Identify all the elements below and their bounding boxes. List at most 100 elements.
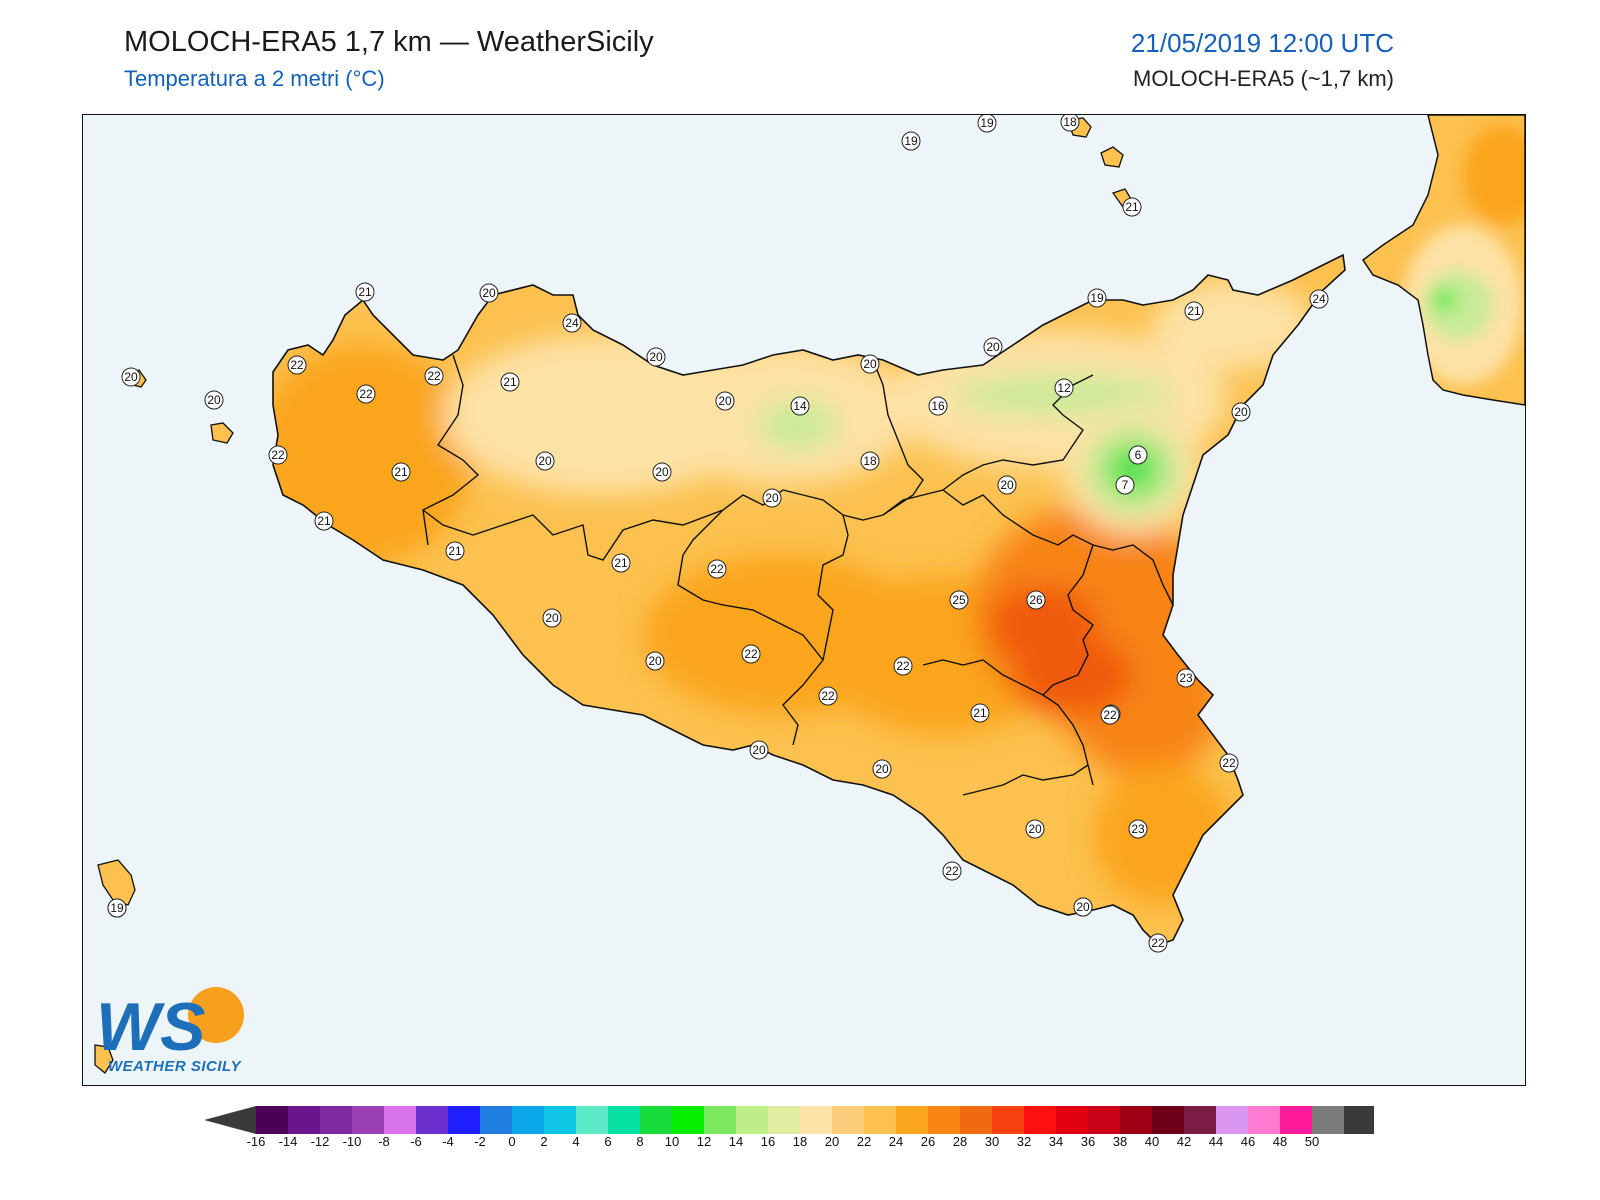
station-value: 22 [1222, 756, 1236, 770]
colorbar-tick-label: -2 [474, 1134, 486, 1146]
colorbar-tick-label: 0 [508, 1134, 515, 1146]
station-marker-circle [107, 898, 127, 918]
colorbar-bin [1024, 1106, 1056, 1134]
station-marker-circle [1025, 819, 1045, 839]
colorbar-tick-label: 2 [540, 1134, 547, 1146]
station-value: 23 [1179, 671, 1193, 685]
station-marker: 22 [424, 366, 444, 386]
station-marker-circle [1176, 668, 1196, 688]
station-value: 23 [1131, 822, 1145, 836]
station-marker: 21 [970, 703, 990, 723]
station-marker: 22 [268, 445, 288, 465]
station-value: 22 [821, 689, 835, 703]
colorbar-bin [1184, 1106, 1216, 1134]
station-marker-circle [1073, 897, 1093, 917]
station-marker: 20 [1025, 819, 1045, 839]
station-marker: 20 [749, 740, 769, 760]
station-marker-circle [424, 366, 444, 386]
station-marker-circle [983, 337, 1003, 357]
station-marker-circle [1054, 378, 1074, 398]
colorbar-tick-label: 24 [889, 1134, 903, 1146]
station-value: 19 [110, 901, 124, 915]
station-value: 20 [648, 654, 662, 668]
station-value: 20 [765, 491, 779, 505]
station-marker-circle [542, 608, 562, 628]
colorbar-tick-label: 50 [1305, 1134, 1319, 1146]
station-marker: 22 [893, 656, 913, 676]
colorbar-bin [1344, 1106, 1374, 1134]
station-marker-circle [645, 651, 665, 671]
station-marker-circle [1148, 933, 1168, 953]
colorbar-bin [1280, 1106, 1312, 1134]
station-marker: 20 [646, 347, 666, 367]
station-marker: 18 [1060, 115, 1080, 132]
model-label: MOLOCH-ERA5 (~1,7 km) [1133, 66, 1394, 91]
colorbar-tick-label: 44 [1209, 1134, 1223, 1146]
map-canvas: 19 19 18 21 21 20 24 19 21 24 20 20 22 22 22 20 21 20 20 14… [83, 115, 1525, 1085]
colorbar-bin [768, 1106, 800, 1134]
station-value: 21 [394, 465, 408, 479]
station-marker-circle [1100, 705, 1120, 725]
colorbar-tick-label: 34 [1049, 1134, 1063, 1146]
station-value: 20 [124, 370, 138, 384]
station-marker: 22 [1148, 933, 1168, 953]
station-value: 20 [207, 393, 221, 407]
temperature-map[interactable]: 19 19 18 21 21 20 24 19 21 24 20 20 22 22 22 20 21 20 20 14… [82, 114, 1526, 1086]
station-marker-circle [860, 451, 880, 471]
station-marker-circle [818, 686, 838, 706]
calabria-coastline [1361, 115, 1525, 406]
colorbar-tick-label: 14 [729, 1134, 743, 1146]
station-marker: 23 [1176, 668, 1196, 688]
colorbar-bin [1312, 1106, 1344, 1134]
station-marker-circle [562, 313, 582, 333]
station-marker: 21 [445, 541, 465, 561]
station-marker-circle [901, 131, 921, 151]
station-value: 25 [952, 593, 966, 607]
station-marker: 21 [314, 511, 334, 531]
station-marker-circle [1128, 445, 1148, 465]
station-marker-circle [391, 462, 411, 482]
station-marker: 24 [562, 313, 582, 333]
station-marker-circle [355, 282, 375, 302]
station-markers: 19 19 18 21 21 20 24 19 21 24 20 20 22 22 22 20 21 20 20 14… [107, 115, 1329, 953]
station-marker: 6 [1128, 445, 1148, 465]
station-marker: 25 [949, 590, 969, 610]
colorbar-bin [1056, 1106, 1088, 1134]
station-marker: 22 [707, 559, 727, 579]
colorbar-bin [1248, 1106, 1280, 1134]
station-marker-circle [611, 553, 631, 573]
station-marker-circle [997, 475, 1017, 495]
station-value: 22 [945, 864, 959, 878]
station-value: 21 [1187, 304, 1201, 318]
colorbar-tick-label: -8 [378, 1134, 390, 1146]
station-value: 22 [896, 659, 910, 673]
station-value: 7 [1122, 478, 1129, 492]
station-value: 20 [986, 340, 1000, 354]
station-value: 22 [710, 562, 724, 576]
station-value: 26 [1029, 593, 1043, 607]
station-marker: 20 [1073, 897, 1093, 917]
station-marker: 16 [928, 396, 948, 416]
station-value: 24 [1312, 292, 1326, 306]
station-marker-circle [356, 384, 376, 404]
colorbar-bin [1088, 1106, 1120, 1134]
colorbar-tick-label: 4 [572, 1134, 579, 1146]
station-value: 22 [359, 387, 373, 401]
colorbar-tick-label: 38 [1113, 1134, 1127, 1146]
station-marker: 20 [762, 488, 782, 508]
colorbar-tick-label: 16 [761, 1134, 775, 1146]
station-value: 18 [1063, 115, 1077, 129]
colorbar-tick-label: 12 [697, 1134, 711, 1146]
station-value: 22 [290, 358, 304, 372]
station-marker: 20 [860, 354, 880, 374]
colorbar-bin [1152, 1106, 1184, 1134]
island-marettimo [94, 1044, 114, 1074]
station-value: 22 [271, 448, 285, 462]
svg-text:WS: WS [96, 989, 206, 1065]
station-marker-circle [1128, 819, 1148, 839]
colorbar-bin [256, 1106, 288, 1134]
station-value: 21 [448, 544, 462, 558]
colorbar-bin [640, 1106, 672, 1134]
colorbar-bin [704, 1106, 736, 1134]
station-marker: 20 [204, 390, 224, 410]
